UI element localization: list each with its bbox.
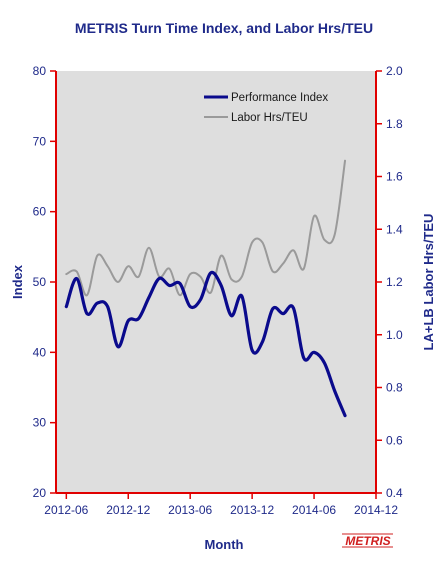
left-tick-label: 40 <box>33 345 47 359</box>
chart-title: METRIS Turn Time Index, and Labor Hrs/TE… <box>75 20 373 36</box>
series-line-performance-index <box>64 270 347 418</box>
left-axis-ticks: 20 30 40 50 60 70 80 <box>33 64 56 500</box>
y-axis-left-label: Index <box>10 264 25 299</box>
logo-text: METRIS <box>345 534 390 548</box>
right-axis-ticks: 0.4 0.6 0.8 1.0 1.2 1.4 1.6 1.8 2.0 <box>376 64 403 500</box>
legend-label-labor-hrs-teu: Labor Hrs/TEU <box>231 112 308 124</box>
x-axis-label: Month <box>205 537 244 552</box>
x-tick-label: 2014-06 <box>292 503 336 517</box>
right-tick-label: 1.4 <box>386 222 403 236</box>
left-tick-label: 30 <box>33 416 47 430</box>
right-tick-label: 0.8 <box>386 381 403 395</box>
right-tick-label: 2.0 <box>386 64 403 78</box>
right-tick-label: 0.4 <box>386 486 403 500</box>
right-tick-label: 1.8 <box>386 117 403 131</box>
legend: Performance Index Labor Hrs/TEU <box>204 92 328 124</box>
right-tick-label: 1.0 <box>386 328 403 342</box>
right-tick-label: 1.6 <box>386 170 403 184</box>
plot-area <box>56 71 376 493</box>
y-axis-right-label: LA+LB Labor Hrs/TEU <box>421 214 436 351</box>
x-tick-label: 2014-12 <box>354 503 398 517</box>
x-tick-label: 2012-06 <box>44 503 88 517</box>
right-tick-label: 0.6 <box>386 433 403 447</box>
x-tick-label: 2013-06 <box>168 503 212 517</box>
x-axis-ticks: 2012-06 2012-12 2013-06 2013-12 2014-06 2014-… <box>44 493 398 517</box>
right-tick-label: 1.2 <box>386 275 403 289</box>
left-tick-label: 80 <box>33 64 47 78</box>
left-tick-label: 70 <box>33 134 47 148</box>
left-tick-label: 20 <box>33 486 47 500</box>
left-tick-label: 60 <box>33 205 47 219</box>
metris-logo: METRIS <box>342 533 393 548</box>
legend-label-performance-index: Performance Index <box>231 92 328 104</box>
x-tick-label: 2013-12 <box>230 503 274 517</box>
series-line-labor-hrs-teu <box>65 159 347 297</box>
series-layer <box>64 159 347 418</box>
left-tick-label: 50 <box>33 275 47 289</box>
x-tick-label: 2012-12 <box>106 503 150 517</box>
